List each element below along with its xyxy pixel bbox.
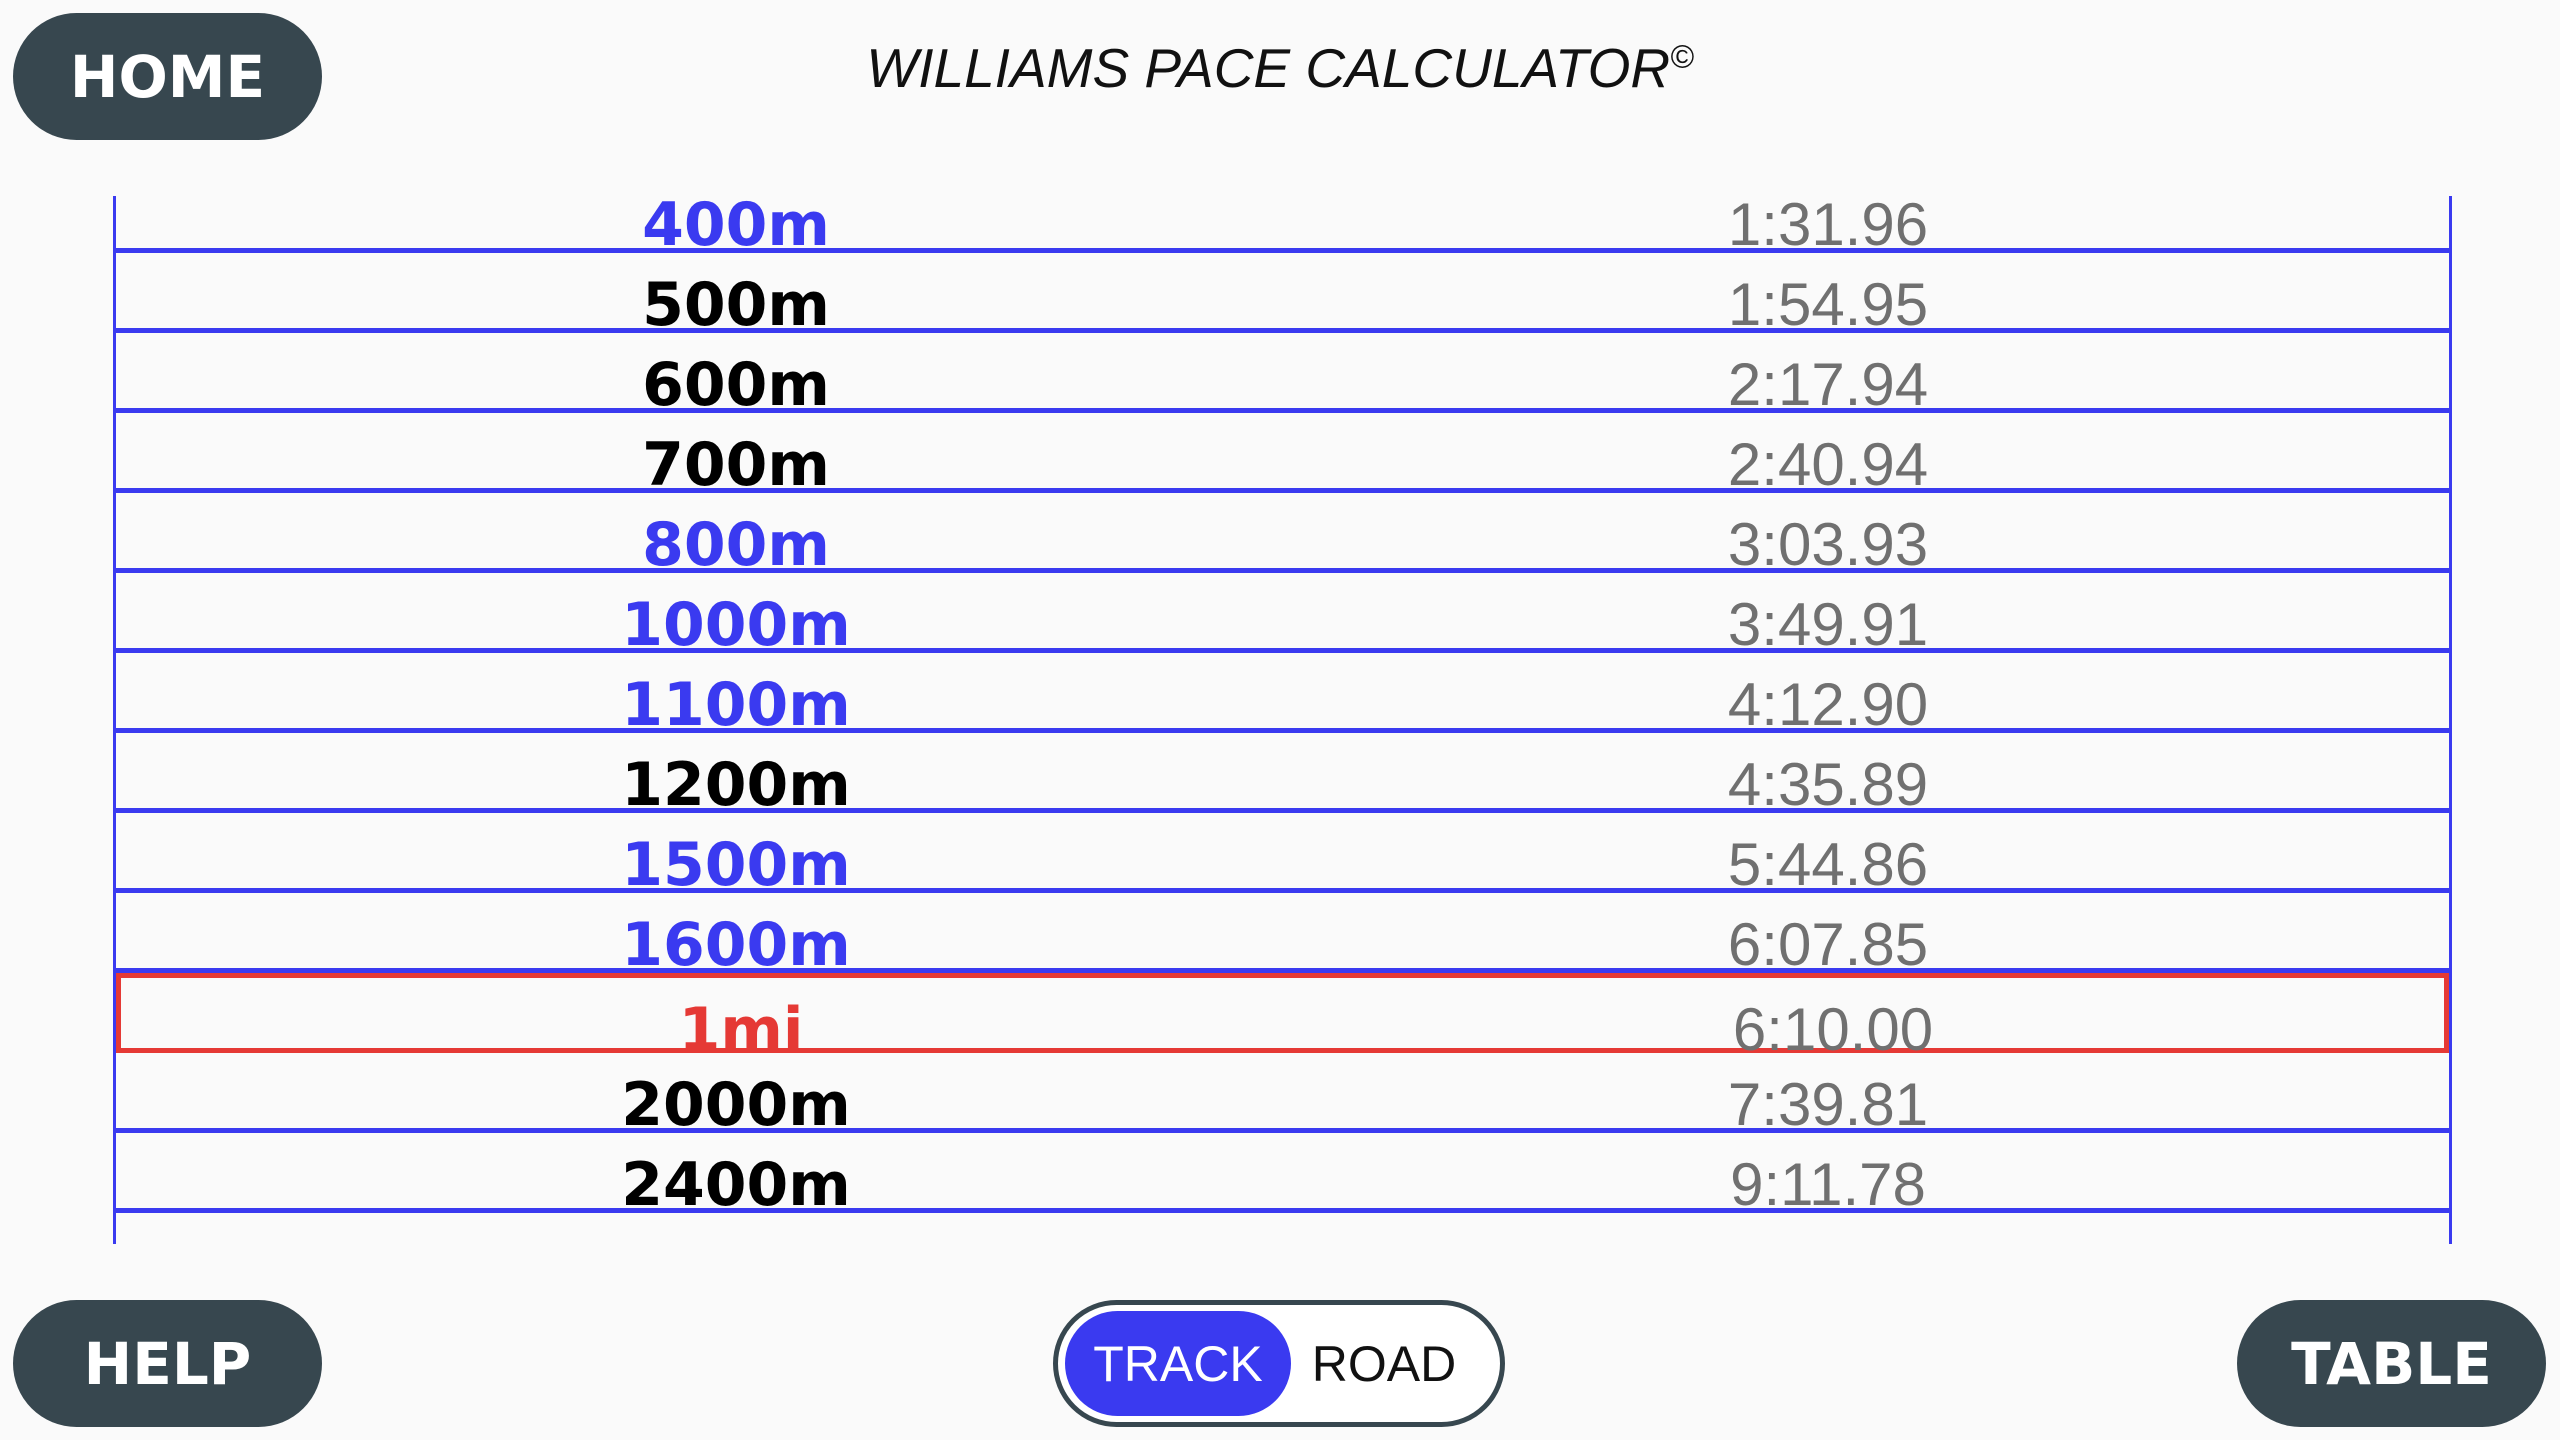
table-button[interactable]: TABLE [2237,1300,2546,1427]
pace-table: 400m 1:31.96 500m 1:54.95 600m 2:17.94 700m 2:4… [113,196,2452,1244]
distance: 1200m [621,750,851,820]
time: 5:44.86 [1727,831,1929,898]
distance: 400m [642,196,830,260]
time: 4:12.90 [1727,671,1929,738]
track-option[interactable]: TRACK [1065,1311,1291,1416]
distance: 700m [642,430,830,500]
table-row[interactable]: 1000m 3:49.91 [116,573,2449,660]
time: 1:54.95 [1727,271,1929,338]
time: 6:10.00 [1732,996,1934,1063]
table-row[interactable]: 1500m 5:44.86 [116,813,2449,900]
table-row[interactable]: 700m 2:40.94 [116,413,2449,500]
time: 3:03.93 [1727,511,1929,578]
help-button[interactable]: HELP [13,1300,322,1427]
distance: 1600m [621,910,851,980]
distance: 500m [642,270,830,340]
distance: 2400m [621,1150,851,1220]
distance: 1mi [678,995,804,1065]
home-button[interactable]: HOME [13,13,322,140]
distance: 800m [642,510,830,580]
time: 7:39.81 [1727,1071,1929,1138]
table-row[interactable]: 1mi 6:10.00 [116,973,2449,1060]
table-row[interactable]: 1100m 4:12.90 [116,653,2449,740]
distance: 1500m [621,830,851,900]
time: 9:11.78 [1730,1151,1926,1218]
title-text: WILLIAMS PACE CALCULATOR [866,37,1671,99]
distance: 600m [642,350,830,420]
table-row[interactable]: 1600m 6:07.85 [116,893,2449,980]
app-title: WILLIAMS PACE CALCULATOR© [0,36,2560,100]
table-row[interactable]: 500m 1:54.95 [116,253,2449,340]
time: 6:07.85 [1727,911,1929,978]
table-row[interactable]: 2400m 9:11.78 [116,1133,2449,1220]
table-row[interactable]: 600m 2:17.94 [116,333,2449,420]
distance: 1000m [621,590,851,660]
time: 2:17.94 [1727,351,1929,418]
distance: 2000m [621,1070,851,1140]
time: 3:49.91 [1727,591,1929,658]
copyright: © [1670,38,1694,75]
time: 2:40.94 [1727,431,1929,498]
time: 1:31.96 [1727,196,1929,258]
mode-toggle: TRACK ROAD [1053,1300,1505,1427]
table-row[interactable]: 800m 3:03.93 [116,493,2449,580]
table-row[interactable]: 400m 1:31.96 [116,196,2449,260]
road-option[interactable]: ROAD [1311,1335,1457,1392]
time: 4:35.89 [1727,751,1929,818]
table-row[interactable]: 2000m 7:39.81 [116,1053,2449,1140]
distance: 1100m [621,670,851,740]
table-row[interactable]: 1200m 4:35.89 [116,733,2449,820]
